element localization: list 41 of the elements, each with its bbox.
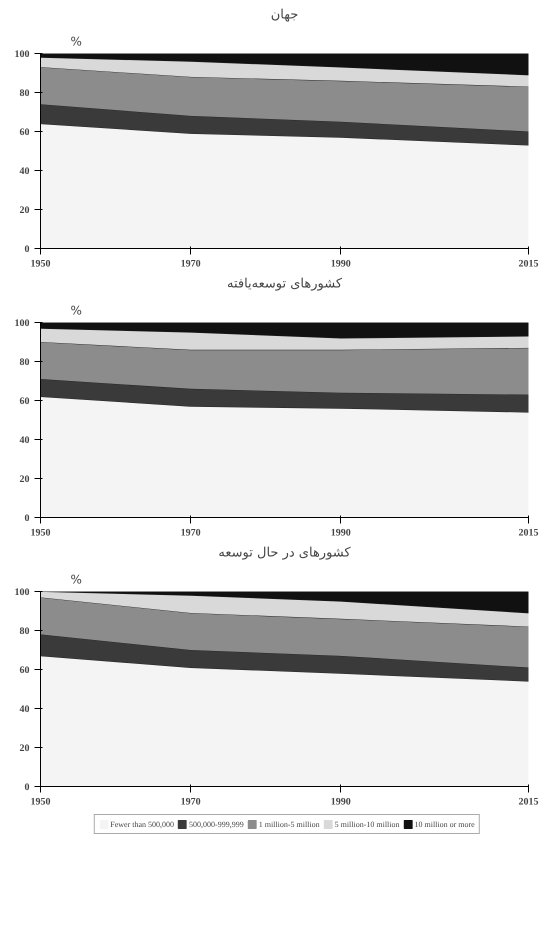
chart-title: جهان	[270, 8, 298, 22]
x-tick-label: 1970	[180, 258, 201, 270]
x-tick-label: 1970	[180, 796, 201, 808]
y-axis-title: %	[70, 572, 82, 586]
legend-label: Fewer than 500,000	[110, 820, 174, 828]
y-tick-label: 80	[20, 626, 30, 637]
x-tick-label: 1970	[180, 528, 201, 538]
y-tick-label: 60	[20, 665, 30, 676]
y-tick-label: 80	[20, 357, 30, 368]
y-tick-label: 40	[20, 435, 30, 446]
y-tick-label: 100	[14, 318, 30, 329]
y-tick-label: 0	[24, 244, 30, 255]
chart-title: کشورهای توسعه‌یافته	[226, 276, 343, 292]
y-tick-label: 100	[14, 49, 30, 60]
x-tick-label: 1990	[330, 796, 351, 808]
y-tick-label: 60	[20, 396, 30, 407]
legend-label: 500,000-999,999	[189, 820, 244, 828]
y-tick-label: 20	[20, 205, 30, 216]
y-tick-label: 20	[20, 743, 30, 754]
y-tick-label: 40	[20, 704, 30, 715]
chart-title: کشورهای در حال توسعه	[218, 546, 352, 560]
x-tick-label: 1950	[30, 258, 50, 270]
x-tick-label: 1990	[330, 258, 351, 270]
x-tick-label: 2015	[518, 796, 538, 808]
legend-label: 10 million or more	[414, 820, 475, 828]
legend-label: 1 million-5 million	[258, 820, 320, 828]
y-tick-label: 0	[24, 513, 30, 524]
x-tick-label: 2015	[518, 528, 538, 538]
y-axis-title: %	[70, 304, 82, 318]
y-tick-label: 60	[20, 127, 30, 138]
y-tick-label: 20	[20, 474, 30, 485]
x-tick-label: 1950	[30, 796, 50, 808]
y-tick-label: 80	[20, 88, 30, 99]
y-tick-label: 0	[24, 782, 30, 793]
y-tick-label: 100	[14, 587, 30, 598]
legend-label: 5 million-10 million	[334, 820, 400, 828]
x-tick-label: 1990	[330, 528, 351, 538]
y-tick-label: 40	[20, 166, 30, 177]
x-tick-label: 2015	[518, 258, 538, 270]
x-tick-label: 1950	[30, 528, 50, 538]
y-axis-title: %	[70, 34, 82, 48]
